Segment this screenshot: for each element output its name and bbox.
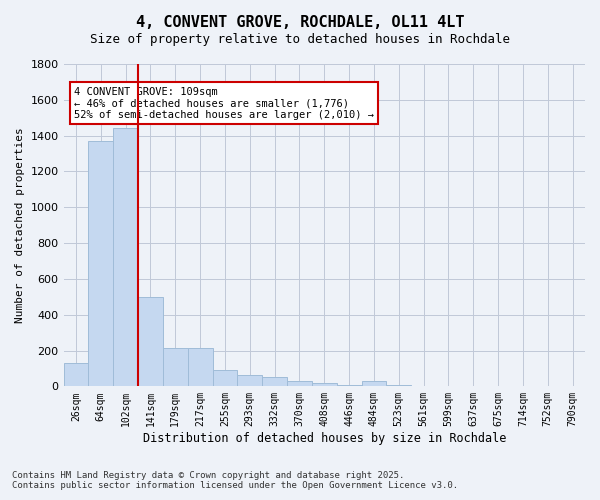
Bar [337, 384, 362, 386]
Bar [238, 374, 262, 386]
Y-axis label: Number of detached properties: Number of detached properties [15, 128, 25, 323]
Bar [88, 141, 113, 386]
Text: 4 CONVENT GROVE: 109sqm
← 46% of detached houses are smaller (1,776)
52% of semi: 4 CONVENT GROVE: 109sqm ← 46% of detache… [74, 86, 374, 120]
Bar [163, 348, 188, 387]
Bar [64, 363, 88, 386]
Text: Size of property relative to detached houses in Rochdale: Size of property relative to detached ho… [90, 32, 510, 46]
X-axis label: Distribution of detached houses by size in Rochdale: Distribution of detached houses by size … [143, 432, 506, 445]
Bar [362, 381, 386, 386]
Bar [262, 378, 287, 386]
Text: Contains HM Land Registry data © Crown copyright and database right 2025.
Contai: Contains HM Land Registry data © Crown c… [12, 470, 458, 490]
Bar [312, 383, 337, 386]
Bar [138, 297, 163, 386]
Text: 4, CONVENT GROVE, ROCHDALE, OL11 4LT: 4, CONVENT GROVE, ROCHDALE, OL11 4LT [136, 15, 464, 30]
Bar [212, 370, 238, 386]
Bar [287, 381, 312, 386]
Bar [188, 348, 212, 387]
Bar [113, 128, 138, 386]
